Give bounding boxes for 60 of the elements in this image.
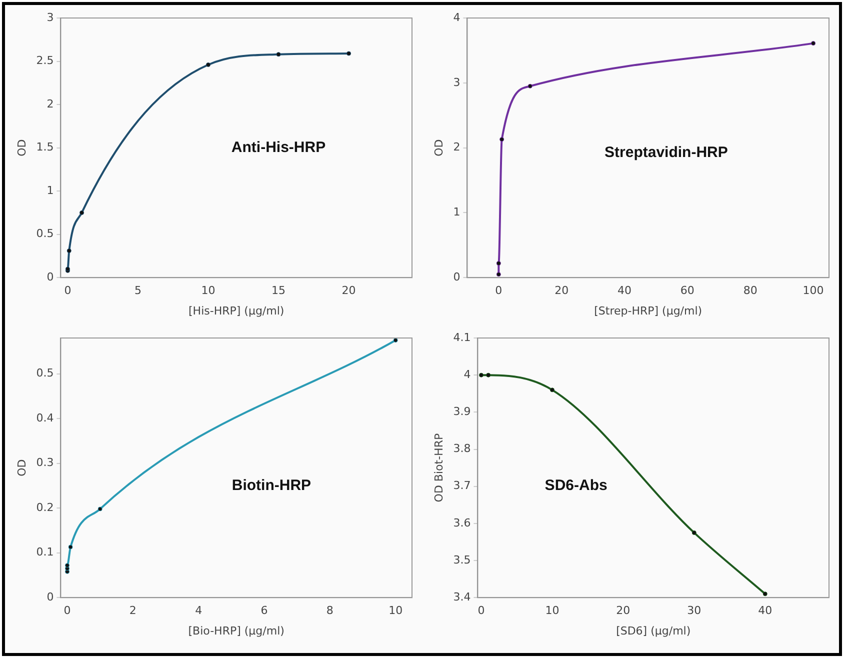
y-tick-label: 1 bbox=[453, 206, 460, 219]
x-tick-label: 80 bbox=[743, 284, 758, 298]
x-tick-label: 4 bbox=[195, 604, 202, 618]
x-tick-label: 20 bbox=[342, 284, 356, 298]
y-tick-label: 0.2 bbox=[36, 500, 54, 514]
y-tick-label: 0.4 bbox=[36, 411, 54, 424]
y-axis-title: OD Biot-HRP bbox=[432, 433, 446, 502]
x-tick-label: 40 bbox=[758, 604, 772, 618]
x-tick-label: 0 bbox=[478, 604, 485, 618]
x-tick-label: 60 bbox=[680, 284, 694, 298]
y-tick-label: 2 bbox=[453, 140, 460, 154]
y-tick-label: 0.3 bbox=[36, 456, 54, 470]
y-tick-label: 3.6 bbox=[453, 516, 471, 530]
y-tick-label: 3 bbox=[453, 76, 460, 89]
x-tick-label: 6 bbox=[260, 604, 268, 618]
y-tick-label: 3.8 bbox=[453, 442, 471, 456]
x-tick-label: 10 bbox=[545, 604, 560, 618]
y-tick-label: 3.7 bbox=[453, 479, 471, 492]
y-tick-label: 0 bbox=[46, 590, 54, 604]
x-tick-label: 20 bbox=[616, 604, 630, 618]
y-axis-title: OD bbox=[15, 139, 28, 156]
x-tick-label: 30 bbox=[687, 604, 702, 618]
x-tick-label: 20 bbox=[554, 284, 569, 298]
y-tick-label: 2 bbox=[46, 97, 54, 110]
x-tick-label: 5 bbox=[134, 284, 142, 298]
y-tick-label: 4 bbox=[464, 368, 471, 381]
y-tick-label: 0.1 bbox=[36, 546, 54, 559]
x-tick-label: 0 bbox=[64, 604, 71, 618]
y-tick-label: 4.1 bbox=[453, 330, 471, 344]
x-axis-title: [Bio-HRP] (µg/ml) bbox=[188, 624, 284, 638]
y-tick-label: 0 bbox=[46, 270, 54, 284]
annotation: Anti-His-HRP bbox=[231, 138, 326, 156]
y-tick-label: 3.5 bbox=[453, 553, 471, 566]
x-tick-label: 100 bbox=[802, 284, 824, 298]
y-tick-label: 3.9 bbox=[453, 405, 471, 418]
annotation: Biotin-HRP bbox=[232, 477, 312, 494]
x-axis-title: [SD6] (µg/ml) bbox=[616, 624, 691, 638]
y-axis-title: OD bbox=[432, 139, 446, 156]
y-tick-label: 2.5 bbox=[36, 54, 54, 68]
x-tick-label: 40 bbox=[618, 284, 632, 298]
x-tick-label: 0 bbox=[495, 284, 502, 298]
x-axis-title: [His-HRP] (µg/ml) bbox=[188, 304, 284, 318]
y-tick-label: 1 bbox=[46, 184, 54, 197]
x-tick-label: 8 bbox=[326, 604, 334, 618]
x-tick-label: 10 bbox=[201, 284, 216, 298]
x-tick-label: 15 bbox=[272, 284, 286, 298]
y-tick-label: 0.5 bbox=[36, 366, 54, 380]
x-axis-title: [Strep-HRP] (µg/ml) bbox=[594, 304, 702, 318]
annotation: Streptavidin-HRP bbox=[604, 144, 728, 162]
x-tick-label: 2 bbox=[129, 604, 136, 618]
y-axis-title: OD bbox=[15, 459, 28, 476]
y-tick-label: 1.5 bbox=[36, 140, 54, 154]
annotation: SD6-Abs bbox=[544, 477, 608, 494]
x-tick-label: 0 bbox=[64, 284, 72, 298]
x-tick-label: 10 bbox=[388, 604, 403, 618]
y-tick-label: 4 bbox=[453, 10, 460, 24]
y-tick-label: 0 bbox=[453, 270, 460, 284]
y-tick-label: 0.5 bbox=[36, 227, 54, 240]
y-tick-label: 3 bbox=[46, 10, 54, 24]
y-tick-label: 3.4 bbox=[453, 590, 471, 604]
